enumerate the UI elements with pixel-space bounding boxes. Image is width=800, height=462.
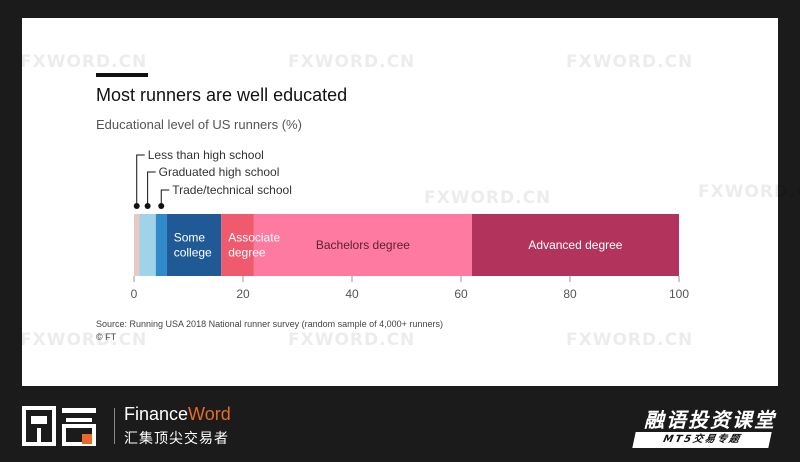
rongyu-logo-icon — [22, 406, 96, 446]
watermark: FXWORD.CN — [566, 330, 694, 350]
callout-label-less-than-high-school: Less than high school — [148, 148, 264, 162]
segment-label-some-college: college — [174, 246, 212, 260]
callout-dot — [133, 203, 140, 209]
bar-segment-some-college — [166, 214, 222, 276]
segment-label-associate-degree: Associate — [228, 231, 280, 245]
bar-segment-graduated-high-school — [139, 214, 156, 276]
callout-dot — [144, 203, 151, 209]
x-tick-label: 60 — [454, 287, 468, 301]
brand-name: FinanceWord — [124, 404, 231, 424]
segment-label-some-college: Some — [174, 231, 206, 245]
watermark: FXWORD.CN — [20, 52, 148, 72]
watermark: FXWORD.CN — [288, 330, 416, 350]
bar-segment-trade-technical-school — [155, 214, 167, 276]
course-title: 融语投资课堂 — [644, 408, 776, 432]
watermark: FXWORD.CN — [424, 188, 552, 208]
x-tick-label: 100 — [669, 287, 689, 301]
chart-subtitle: Educational level of US runners (%) — [96, 117, 302, 132]
bar-segment-bachelors-degree — [253, 214, 472, 276]
brand-slogan: 汇集顶尖交易者 — [124, 430, 229, 446]
callout-label-graduated-high-school: Graduated high school — [159, 165, 280, 179]
bar-segment-less-than-high-school — [134, 214, 140, 276]
callout-line — [160, 189, 170, 204]
segment-label-advanced-degree: Advanced degree — [528, 238, 622, 252]
watermark: FXWORD.CN — [288, 52, 416, 72]
x-tick-label: 20 — [236, 287, 250, 301]
callout-line — [136, 154, 145, 204]
watermark: FXWORD.CN — [566, 52, 694, 72]
callout-line — [147, 171, 156, 204]
copyright-note: © FT — [96, 332, 117, 342]
x-tick-label: 0 — [131, 287, 138, 301]
x-tick-label: 40 — [345, 287, 359, 301]
watermark: FXWORD.CN — [698, 182, 800, 202]
chart-title: Most runners are well educated — [96, 85, 348, 105]
segment-label-associate-degree: degree — [228, 246, 266, 260]
callout-label-trade-technical-school: Trade/technical school — [172, 183, 292, 197]
chart-card: FXWORD.CN FXWORD.CN FXWORD.CN FXWORD.CN … — [20, 18, 800, 386]
course-tag: MT5交易专题 — [632, 432, 772, 448]
callout-dot — [158, 203, 165, 209]
source-note: Source: Running USA 2018 National runner… — [96, 319, 443, 329]
x-tick-label: 80 — [563, 287, 577, 301]
watermark: FXWORD.CN — [20, 330, 148, 350]
bar-segment-associate-degree — [221, 214, 254, 276]
segment-label-bachelors-degree: Bachelors degree — [316, 238, 410, 252]
accent-rule — [96, 73, 148, 77]
footer-divider — [114, 408, 115, 444]
bar-segment-advanced-degree — [471, 214, 679, 276]
